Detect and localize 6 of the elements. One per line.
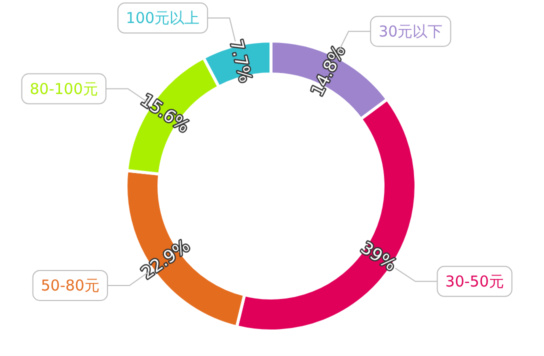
slice-label: 50-80元 <box>40 276 100 294</box>
slice-label: 80-100元 <box>30 80 98 98</box>
data-label: 7.7% <box>225 38 256 85</box>
slice-label: 100元以上 <box>126 9 200 28</box>
slice-label: 30元以下 <box>378 22 443 40</box>
slice-label: 30-50元 <box>445 272 504 290</box>
